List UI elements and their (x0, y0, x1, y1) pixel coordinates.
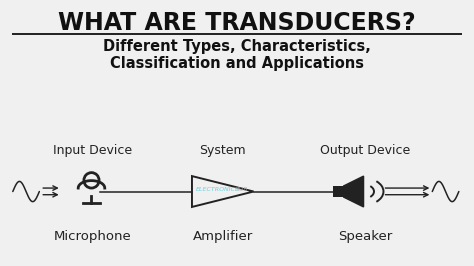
Text: Speaker: Speaker (338, 230, 392, 243)
Text: Classification and Applications: Classification and Applications (110, 56, 364, 71)
Text: Output Device: Output Device (320, 144, 410, 157)
FancyBboxPatch shape (333, 186, 344, 197)
Text: System: System (200, 144, 246, 157)
Text: Microphone: Microphone (54, 230, 131, 243)
Text: Different Types, Characteristics,: Different Types, Characteristics, (103, 39, 371, 53)
Text: HUB: HUB (234, 188, 247, 192)
Text: Input Device: Input Device (53, 144, 132, 157)
Polygon shape (344, 176, 364, 207)
Text: ELECTRONICS: ELECTRONICS (196, 188, 240, 192)
Text: WHAT ARE TRANSDUCERS?: WHAT ARE TRANSDUCERS? (58, 11, 416, 35)
FancyBboxPatch shape (333, 186, 344, 197)
Text: Amplifier: Amplifier (192, 230, 253, 243)
